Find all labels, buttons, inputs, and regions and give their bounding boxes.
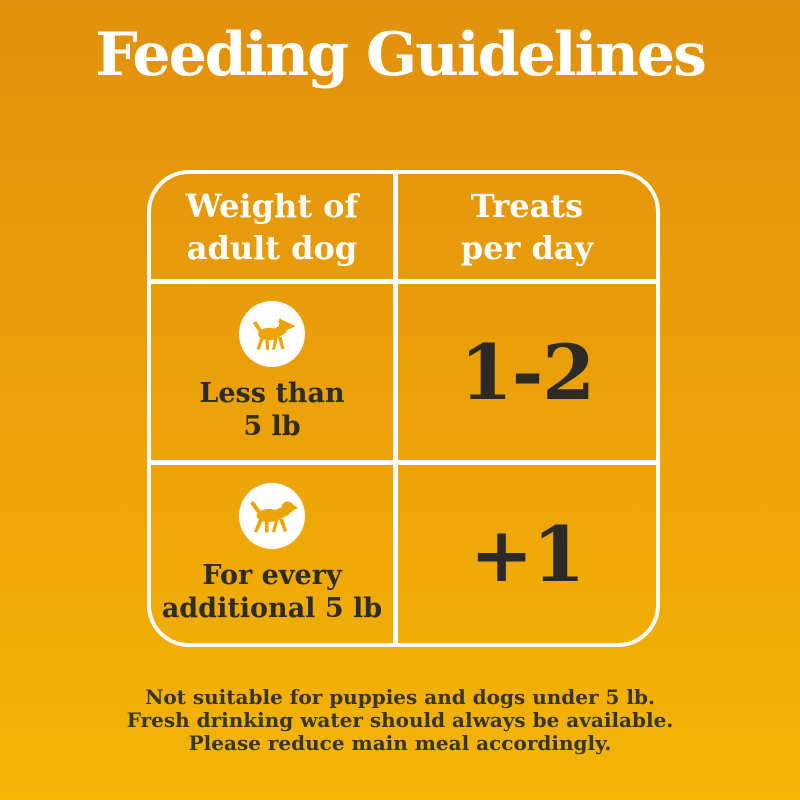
footer-line-1: Not suitable for puppies and dogs under … <box>145 685 655 709</box>
row-label-less-than-5lb: Less than 5 lb <box>199 378 345 442</box>
treats-value-1-2: 1-2 <box>459 327 595 417</box>
footer-disclaimer: Not suitable for puppies and dogs under … <box>0 686 800 755</box>
page-title: Feeding Guidelines <box>95 20 707 90</box>
row-label-additional-5lb: For every additional 5 lb <box>161 560 383 624</box>
header-treats-label: Treats per day <box>460 186 594 267</box>
table-cell-treats-plus-1: +1 <box>398 465 656 643</box>
footer-line-3: Please reduce main meal accordingly. <box>188 731 612 755</box>
large-dog-icon <box>239 483 305 549</box>
table-row-less-than-5lb: Less than 5 lb <box>151 284 398 465</box>
header-weight-of-adult-dog: Weight of adult dog <box>151 174 398 284</box>
feeding-guidelines-table: Weight of adult dog Treats per day <box>147 170 660 647</box>
treats-value-plus-1: +1 <box>469 509 586 599</box>
table-cell-treats-1-2: 1-2 <box>398 284 656 465</box>
footer-line-2: Fresh drinking water should always be av… <box>126 708 674 732</box>
table-row-additional-5lb: For every additional 5 lb <box>151 465 398 643</box>
small-dog-icon <box>239 301 305 367</box>
header-treats-per-day: Treats per day <box>398 174 656 284</box>
header-weight-label: Weight of adult dog <box>185 186 359 267</box>
